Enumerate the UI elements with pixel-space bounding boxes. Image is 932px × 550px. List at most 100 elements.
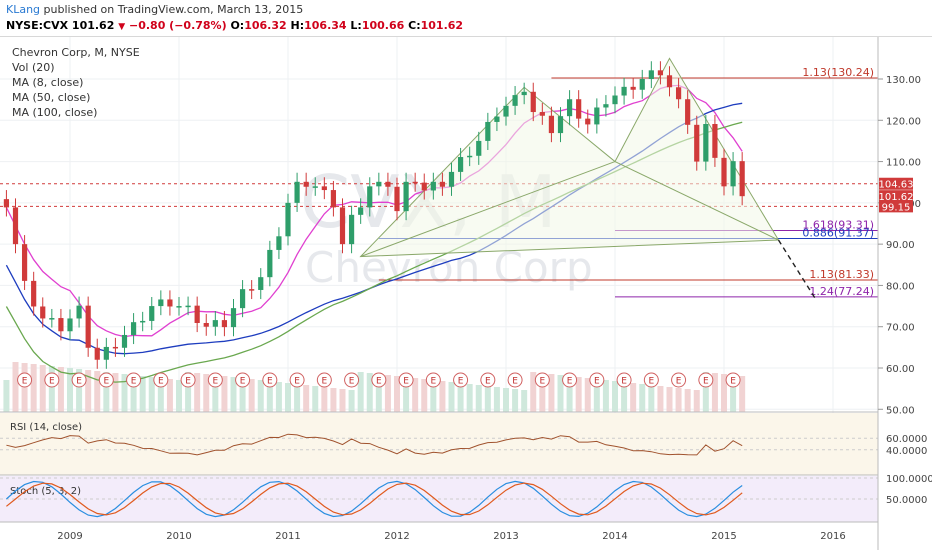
volume-bar [112, 373, 119, 412]
last-price: 101.62 [71, 19, 115, 32]
volume-bar [48, 366, 55, 412]
candle-body [385, 181, 391, 187]
legend-ma50: MA (50, close) [12, 91, 90, 104]
y-tick-label: 70.00 [886, 323, 915, 334]
earnings-icon [398, 372, 414, 388]
legend-vol: Vol (20) [12, 61, 55, 74]
earnings-marker-label: E [49, 377, 55, 387]
earnings-icon [289, 372, 305, 388]
fib-label: 1.618(93.31) [802, 218, 874, 231]
price-change: −0.80 (−0.78%) [128, 19, 227, 32]
volume-bar [121, 374, 128, 412]
x-tick-label: 2012 [384, 531, 409, 542]
earnings-marker-label: E [430, 377, 436, 387]
candle-body [85, 305, 91, 348]
candle-body [412, 181, 418, 184]
volume-bar [266, 381, 273, 412]
ohlc-c-label: C: [408, 19, 421, 32]
candle-body [330, 190, 337, 208]
x-tick-label: 2009 [57, 531, 82, 542]
volume-bar [76, 369, 83, 412]
earnings-marker-label: E [212, 377, 218, 387]
volume-bar [94, 371, 101, 412]
earnings-marker-label: E [158, 377, 164, 387]
volume-bar [148, 377, 155, 412]
candle-body [476, 140, 482, 156]
volume-bar [157, 378, 164, 412]
candle-body [67, 318, 73, 332]
candle-body [140, 320, 146, 323]
earnings-icon [153, 372, 169, 388]
stoch-tick-label: 100.0000 [886, 474, 932, 485]
ohlc-high: 106.34 [304, 19, 347, 32]
candle-body [548, 115, 555, 134]
candle-body [467, 155, 473, 158]
earnings-marker-label: E [240, 377, 246, 387]
earnings-marker-label: E [485, 377, 491, 387]
candle-body [194, 305, 200, 323]
volume-bar [394, 376, 400, 412]
volume-bar [484, 386, 491, 412]
candle-body [621, 86, 627, 96]
legend-title: Chevron Corp, M, NYSE [12, 46, 140, 59]
candle-body [712, 124, 718, 158]
earnings-icon [589, 372, 605, 388]
volume-bar [248, 379, 255, 412]
volume-bar [730, 375, 737, 412]
candle-body [339, 207, 346, 245]
volume-bar [221, 376, 228, 412]
candle-body [76, 305, 82, 319]
earnings-icon [316, 372, 332, 388]
rsi-pane [0, 413, 878, 475]
fib-label: 1.13(130.24) [802, 66, 874, 79]
volume-bar [257, 380, 264, 412]
earnings-icon [371, 372, 387, 388]
candle-body [312, 186, 318, 188]
earnings-marker-label: E [22, 377, 28, 387]
earnings-marker-label: E [539, 377, 545, 387]
candle-body [58, 318, 64, 332]
y-tick-label: 110.00 [886, 158, 921, 169]
earnings-marker-label: E [131, 377, 137, 387]
earnings-icon [616, 372, 632, 388]
volume-bar [512, 389, 519, 412]
volume-bar [566, 376, 573, 412]
candle-body [530, 91, 536, 113]
ma8-line [5, 84, 743, 338]
ohlc-open: 106.32 [244, 19, 287, 32]
y-tick-label: 120.00 [886, 116, 921, 127]
volume-bar [57, 367, 64, 412]
volume-bar [421, 379, 428, 412]
candle-body [539, 112, 545, 116]
earnings-marker-label: E [76, 377, 82, 387]
candle-body [494, 116, 500, 122]
candle-body [176, 306, 182, 308]
candle-body [739, 161, 745, 197]
candle-body [675, 87, 682, 100]
volume-bar [185, 372, 192, 412]
x-tick-label: 2014 [602, 531, 627, 542]
volume-bar [103, 372, 110, 412]
earnings-marker-label: E [458, 377, 464, 387]
earnings-marker-label: E [594, 377, 600, 387]
publish-info: published on TradingView.com, March 13, … [43, 3, 304, 16]
volume-bar [203, 374, 210, 412]
author-link[interactable]: KLang [6, 3, 41, 16]
fib-label: 0.886(91.37) [802, 226, 874, 239]
candle-body [121, 334, 128, 348]
earnings-marker-label: E [185, 377, 191, 387]
volume-bar [521, 390, 528, 412]
volume-bar [684, 389, 691, 412]
price-chart[interactable]: CVX, M Chevron Corp 1.13(130.24)1.618(93… [0, 37, 932, 550]
candle-body [448, 171, 455, 187]
volume-bar [330, 388, 337, 412]
candle-body [639, 79, 645, 90]
volume-bar [3, 380, 10, 412]
candle-body [430, 181, 436, 191]
candle-body [566, 99, 573, 117]
volume-bar [339, 389, 346, 412]
volume-bar [630, 383, 637, 412]
down-arrow-icon: ▼ [118, 22, 126, 32]
candle-body [49, 318, 55, 320]
